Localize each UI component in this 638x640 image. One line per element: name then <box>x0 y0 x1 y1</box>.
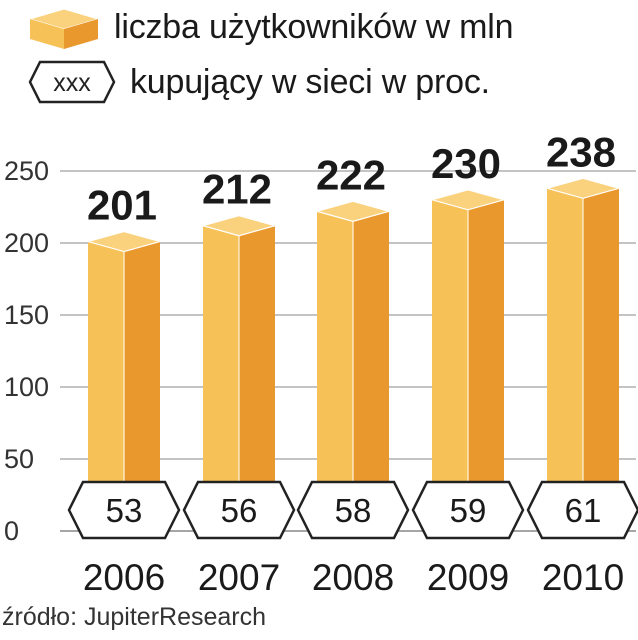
bar-front <box>203 225 239 531</box>
bar-side <box>468 199 504 532</box>
buyers-value-label: 56 <box>221 492 258 529</box>
hexagon-swatch-icon: xxx <box>28 60 116 104</box>
y-tick-label: 100 <box>4 372 49 402</box>
bar-value-label: 201 <box>87 182 157 229</box>
bar-top <box>200 215 278 237</box>
buyers-badge <box>67 480 181 540</box>
buyers-badge <box>182 480 296 540</box>
bar-front <box>547 188 583 531</box>
bar-value-label: 238 <box>546 128 616 175</box>
legend-buyers: xxx kupujący w sieci w proc. <box>28 60 490 104</box>
bar-top <box>314 200 392 222</box>
bar-top <box>544 177 622 199</box>
y-tick-label: 250 <box>4 156 49 186</box>
legend-users-label: liczba użytkowników w mln <box>114 7 514 46</box>
bar-top <box>429 189 507 211</box>
bar-side <box>124 241 160 531</box>
y-tick-label: 150 <box>4 300 49 330</box>
buyers-badge <box>526 480 638 540</box>
bar-value-label: 230 <box>431 140 501 187</box>
bar-side <box>239 225 275 531</box>
buyers-value-label: 61 <box>565 492 602 529</box>
x-tick-label: 2010 <box>542 557 624 598</box>
x-tick-label: 2007 <box>198 557 280 598</box>
legend-buyers-label: kupujący w sieci w proc. <box>130 62 490 101</box>
bar-value-label: 222 <box>316 151 386 198</box>
bar-top <box>85 230 163 253</box>
bar-front <box>317 211 353 531</box>
buyers-value-label: 59 <box>450 492 487 529</box>
box-swatch-icon <box>28 8 100 49</box>
legend-buyers-symbol: xxx <box>53 69 91 97</box>
buyers-badge <box>296 480 410 540</box>
buyers-value-label: 53 <box>106 492 143 529</box>
y-tick-label: 0 <box>4 516 19 546</box>
bar-side <box>583 188 619 531</box>
x-tick-label: 2008 <box>312 557 394 598</box>
bar-front <box>432 199 468 532</box>
bar-side <box>353 211 389 531</box>
y-tick-label: 50 <box>4 444 34 474</box>
legend: liczba użytkowników w mln xxx kupujący w… <box>0 0 638 110</box>
buyers-badge <box>411 480 525 540</box>
legend-users: liczba użytkowników w mln <box>28 3 514 51</box>
x-tick-label: 2006 <box>83 557 165 598</box>
y-tick-label: 200 <box>4 228 49 258</box>
bar-front <box>88 241 124 531</box>
buyers-value-label: 58 <box>335 492 372 529</box>
bar-value-label: 212 <box>202 166 272 213</box>
source-note: źródło: JupiterResearch <box>2 603 267 631</box>
x-tick-label: 2009 <box>427 557 509 598</box>
